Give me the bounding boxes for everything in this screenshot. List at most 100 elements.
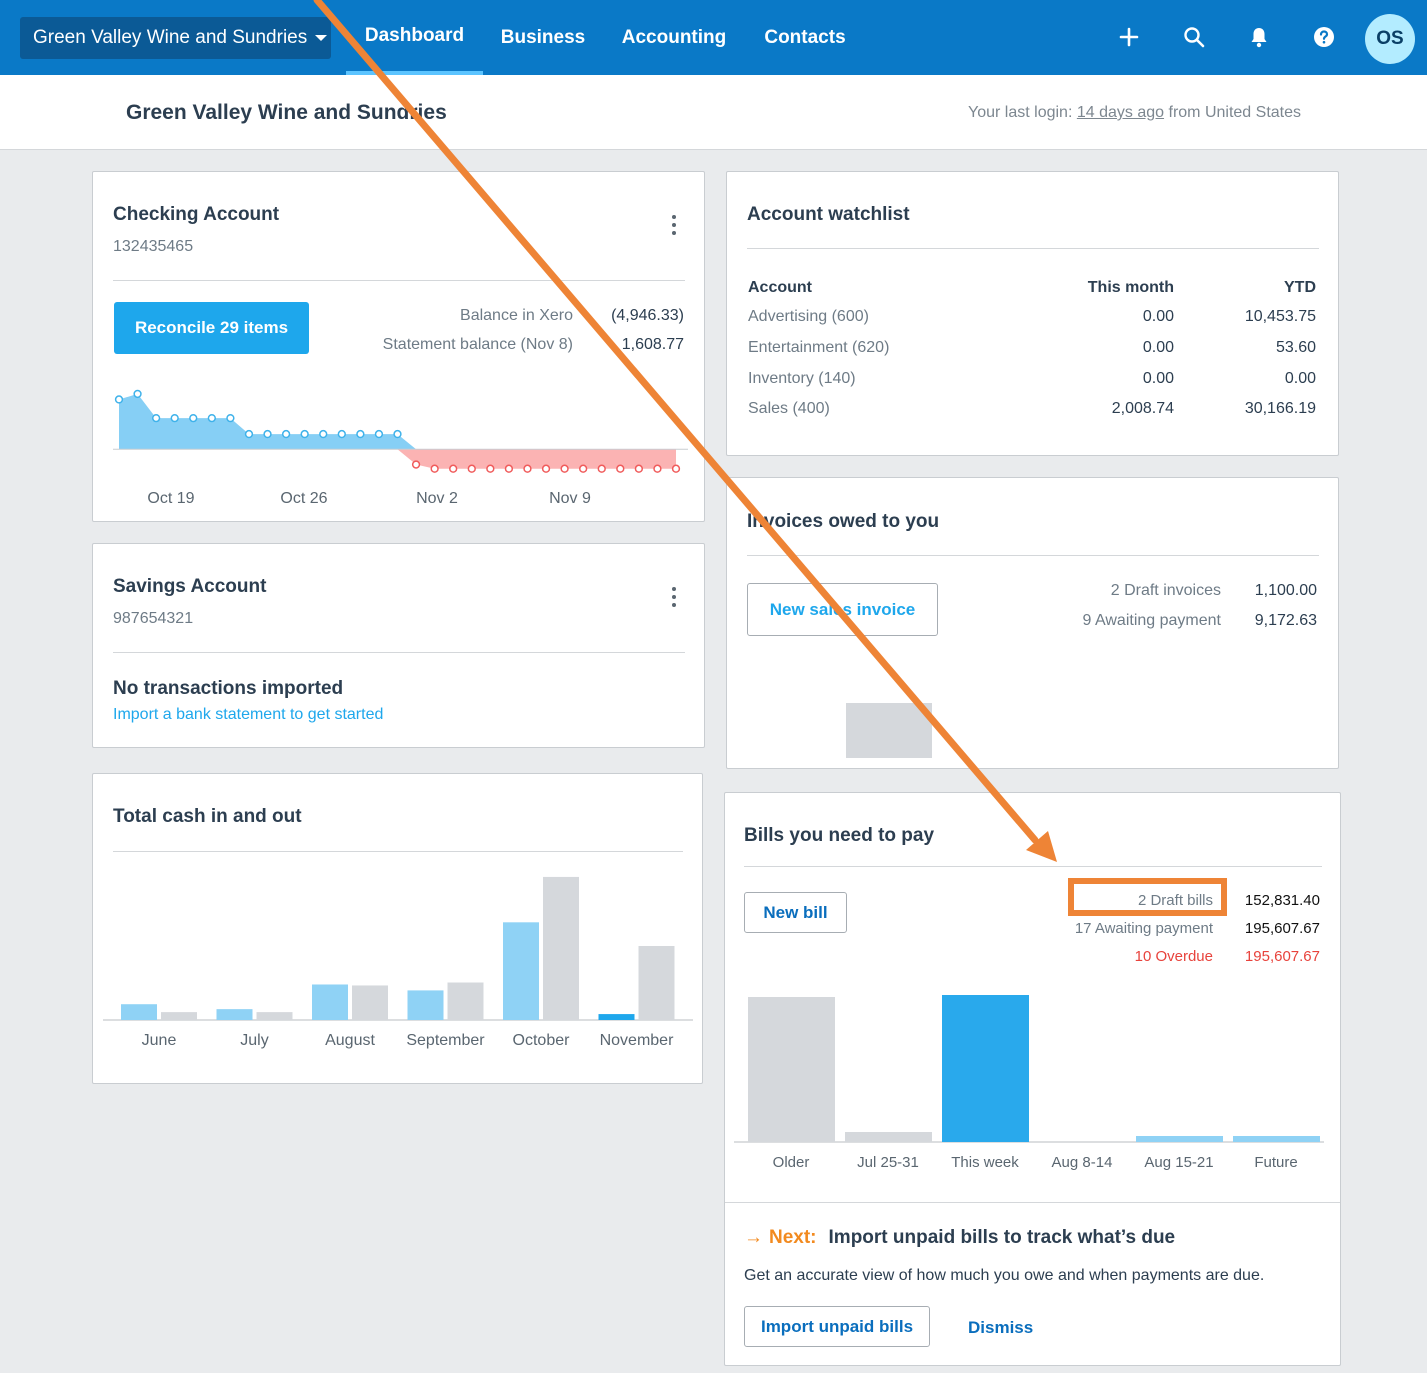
balance-point	[244, 429, 254, 439]
search-icon[interactable]	[1179, 22, 1209, 52]
page-title: Green Valley Wine and Sundries	[126, 101, 447, 124]
cash-x-label: September	[406, 1032, 485, 1049]
bills-chart[interactable]: Older Jul 25-31 This week Aug 8-14 Aug 15-21…	[734, 988, 1332, 1178]
balance-point	[597, 464, 606, 473]
watchlist-header-row: Account This month YTD	[748, 279, 1316, 309]
bills-x-label: Aug 8-14	[1052, 1154, 1113, 1171]
new-sales-invoice-button[interactable]: New sales invoice	[747, 583, 938, 636]
awaiting-bills-label[interactable]: 17 Awaiting payment	[1074, 920, 1213, 937]
balance-point	[411, 460, 421, 469]
import-unpaid-bills-button[interactable]: Import unpaid bills	[744, 1306, 930, 1347]
balance-point	[226, 414, 235, 423]
cash-x-label: October	[513, 1032, 571, 1049]
next-step-heading: → Next: Import unpaid bills to track wha…	[744, 1227, 1175, 1249]
checking-tick-label: Oct 19	[147, 490, 195, 507]
watchlist-row[interactable]: Entertainment (620) 0.00 53.60	[748, 339, 1316, 356]
balance-point	[449, 464, 458, 473]
balance-point	[133, 389, 142, 399]
balance-point	[541, 464, 551, 473]
bills-x-label: This week	[951, 1154, 1019, 1171]
draft-bills-value: 152,831.40	[1244, 892, 1320, 909]
watchlist-row[interactable]: Advertising (600) 0.00 10,453.75	[748, 308, 1316, 325]
organization-switcher[interactable]: Green Valley Wine and Sundries	[20, 17, 331, 59]
awaiting-invoices-label[interactable]: 9 Awaiting payment	[1082, 612, 1221, 629]
plus-icon[interactable]	[1114, 22, 1144, 52]
more-options-icon[interactable]	[671, 587, 677, 607]
top-navigation-bar: Green Valley Wine and Sundries Dashboard…	[0, 0, 1427, 75]
cash-bar-in	[312, 984, 348, 1020]
cash-bar-out	[638, 946, 675, 1020]
nav-dashboard[interactable]: Dashboard	[346, 0, 483, 75]
balance-point	[579, 464, 588, 473]
divider	[747, 555, 1319, 556]
new-bill-button[interactable]: New bill	[744, 892, 847, 933]
cash-in-out-card: Total cash in and out June July August Sept…	[92, 773, 703, 1084]
divider	[113, 851, 683, 852]
balance-point	[504, 464, 514, 473]
savings-account-number: 987654321	[113, 610, 194, 627]
savings-account-title[interactable]: Savings Account	[113, 576, 267, 597]
import-statement-link[interactable]: Import a bank statement to get started	[113, 706, 384, 723]
overdue-bills-label[interactable]: 10 Overdue	[1134, 948, 1213, 965]
bell-icon[interactable]	[1244, 22, 1274, 52]
divider	[747, 248, 1319, 249]
awaiting-bills-value: 195,607.67	[1244, 920, 1320, 937]
checking-account-title[interactable]: Checking Account	[113, 204, 280, 225]
nav-accounting[interactable]: Accounting	[621, 26, 727, 48]
checking-account-card: Checking Account 132435465 Reconcile 29 …	[92, 171, 705, 522]
balance-point	[374, 429, 384, 439]
invoices-owed-title[interactable]: Invoices owed to you	[747, 511, 940, 532]
balance-point	[170, 414, 179, 423]
last-login-link[interactable]: 14 days ago	[1076, 104, 1165, 121]
no-transactions-title: No transactions imported	[113, 678, 344, 699]
balance-xero-label: Balance in Xero	[460, 307, 573, 324]
cash-bar-out	[447, 982, 484, 1020]
more-options-icon[interactable]	[671, 215, 677, 235]
draft-invoices-label[interactable]: 2 Draft invoices	[1110, 582, 1221, 599]
page-header: Green Valley Wine and Sundries Your last…	[0, 75, 1427, 150]
next-label: Next:	[769, 1227, 817, 1248]
bill-bar	[845, 1132, 932, 1142]
bills-to-pay-title[interactable]: Bills you need to pay	[744, 825, 935, 846]
nav-contacts[interactable]: Contacts	[764, 26, 846, 48]
invoice-bar	[846, 703, 932, 758]
invoices-chart[interactable]	[747, 648, 1319, 760]
column-header-ytd: YTD	[1284, 279, 1316, 296]
cash-bar-in	[121, 1004, 157, 1020]
watchlist-row[interactable]: Inventory (140) 0.00 0.00	[748, 370, 1316, 387]
caret-down-icon	[315, 35, 328, 41]
account-watchlist-card: Account watchlist Account This month YTD…	[726, 171, 1339, 456]
balance-point	[151, 414, 161, 423]
last-login-info: Your last login: 14 days ago from United…	[968, 104, 1301, 121]
bills-to-pay-card: Bills you need to pay New bill 2 Draft b…	[724, 792, 1341, 1366]
watchlist-row[interactable]: Sales (400) 2,008.74 30,166.19	[748, 400, 1316, 417]
cash-bar-in	[216, 1009, 253, 1020]
user-avatar[interactable]: OS	[1365, 14, 1415, 64]
invoices-owed-card: Invoices owed to you New sales invoice 2…	[726, 477, 1339, 769]
cash-in-out-chart[interactable]: June July August September October November	[103, 864, 693, 1064]
bill-bar	[1233, 1136, 1320, 1142]
balance-point	[337, 429, 346, 439]
balance-point	[523, 464, 532, 473]
help-icon[interactable]	[1309, 22, 1339, 52]
balance-point	[263, 429, 272, 439]
divider	[744, 866, 1322, 867]
checking-account-number: 132435465	[113, 238, 194, 255]
balance-point	[653, 464, 662, 473]
statement-balance-value: 1,608.77	[621, 336, 684, 353]
account-watchlist-title: Account watchlist	[747, 204, 910, 225]
savings-account-card: Savings Account 987654321 No transaction…	[92, 543, 705, 748]
nav-business[interactable]: Business	[500, 26, 586, 48]
bills-x-label: Older	[773, 1154, 810, 1171]
balance-point	[300, 429, 309, 439]
divider	[113, 652, 685, 653]
draft-bills-label[interactable]: 2 Draft bills	[1137, 892, 1213, 909]
reconcile-button[interactable]: Reconcile 29 items	[114, 302, 309, 354]
cash-bar-out	[161, 1012, 197, 1020]
bill-bar	[748, 997, 835, 1142]
cash-bar-in	[598, 1014, 635, 1020]
checking-balance-chart[interactable]	[113, 377, 688, 487]
balance-point	[560, 464, 569, 473]
dismiss-button[interactable]: Dismiss	[968, 1318, 1034, 1337]
cash-x-label: June	[142, 1032, 177, 1049]
